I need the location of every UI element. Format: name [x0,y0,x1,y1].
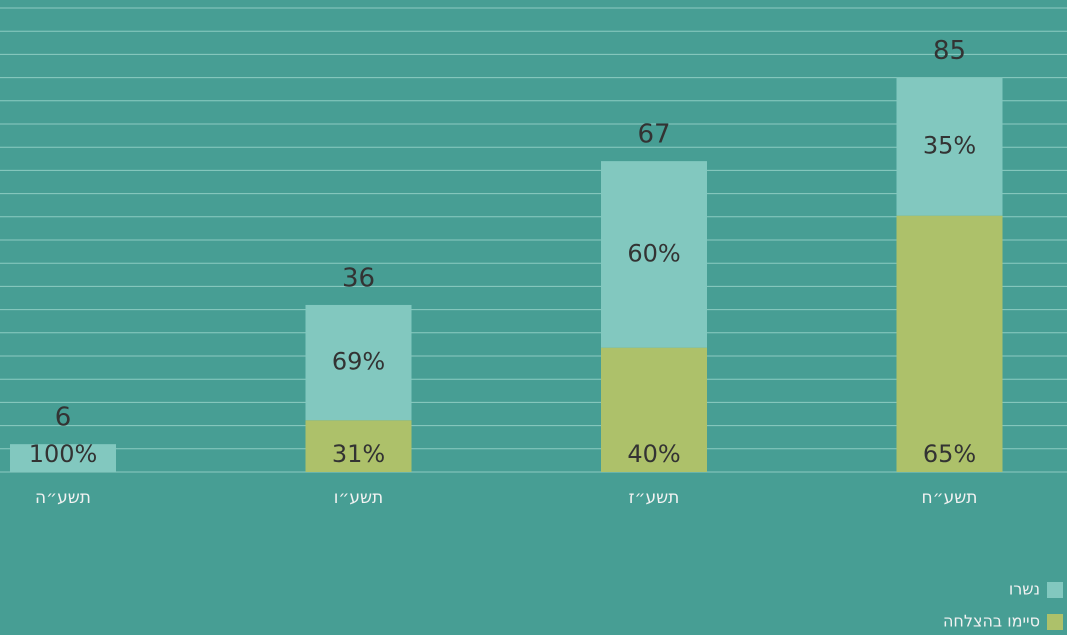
x-tick-label: תשע״ה [35,488,91,508]
value-label: 65% [923,440,976,468]
bar-segment [10,444,116,472]
legend-label: נשרו [1009,580,1040,599]
bar-segment [305,420,412,472]
bar-segment [601,347,707,472]
legend-swatch [1047,582,1063,598]
bar-segment [896,215,1003,472]
total-label: 67 [637,120,670,150]
value-label: 40% [627,440,680,468]
bar-segment [601,161,707,348]
x-tick-label: תשע״ז [629,488,680,508]
legend-swatch [1047,614,1063,630]
x-tick-label: תשע״ו [334,488,383,508]
total-label: 36 [342,263,375,293]
bar-segment [896,77,1003,216]
total-label: 85 [933,36,966,66]
total-label: 6 [55,403,72,433]
value-label: 69% [332,348,385,376]
value-label: 60% [627,239,680,267]
legend-label: סיימו בהצלחה [943,612,1040,631]
bar-segment [305,304,412,421]
value-label: 35% [923,132,976,160]
x-tick-label: תשע״ח [922,488,978,508]
value-label: 31% [332,440,385,468]
value-label: 100% [29,440,98,468]
